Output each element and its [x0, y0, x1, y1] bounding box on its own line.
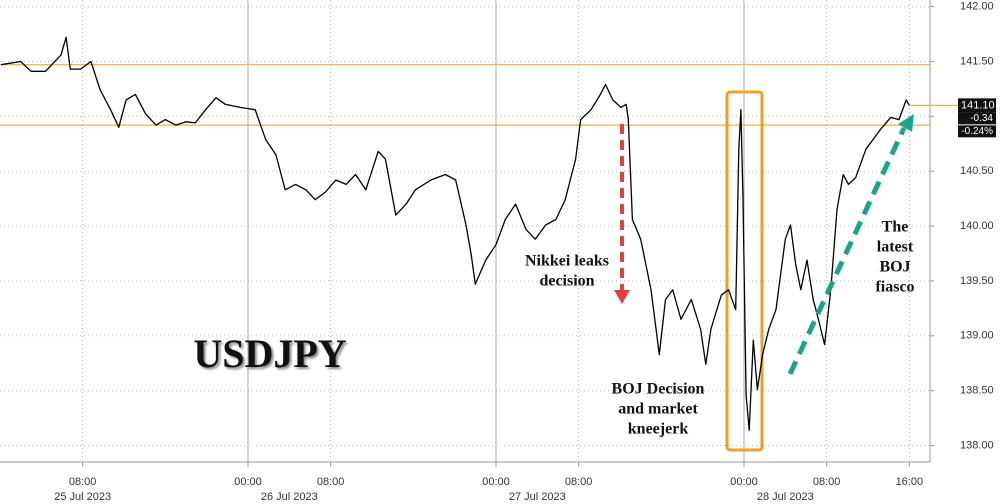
- y-tick-label: 138.50: [960, 385, 994, 397]
- annotation: latest: [877, 239, 914, 256]
- y-tick-label: 141.50: [960, 55, 994, 67]
- red-arrow-head: [614, 290, 630, 304]
- annotation: decision: [539, 273, 594, 290]
- x-tick-label: 16:00: [896, 476, 924, 488]
- x-tick-label: 08:00: [69, 476, 97, 488]
- y-tick-label: 138.00: [960, 439, 994, 451]
- x-tick-label: 08:00: [317, 476, 345, 488]
- annotation: BOJ Decision: [612, 381, 705, 398]
- y-tick-label: 139.00: [960, 330, 994, 342]
- price-line: [0, 36, 910, 431]
- y-tick-label: 142.00: [960, 0, 994, 12]
- annotation: kneejerk: [628, 421, 689, 438]
- annotation: BOJ: [879, 259, 910, 276]
- highlight-box: [725, 90, 764, 452]
- change-box: [958, 125, 996, 138]
- chart-title: USDJPY: [193, 331, 346, 376]
- change-box: [958, 112, 996, 125]
- date-label: 28 Jul 2023: [757, 491, 814, 503]
- x-tick-label: 00:00: [234, 476, 262, 488]
- y-tick-label: 140.50: [960, 165, 994, 177]
- change-label: -0.24%: [961, 126, 993, 137]
- annotation: fiasco: [875, 279, 914, 296]
- date-label: 27 Jul 2023: [509, 491, 566, 503]
- x-tick-label: 00:00: [730, 476, 758, 488]
- green-arrow-head: [898, 114, 914, 132]
- green-arrow: [787, 126, 907, 376]
- date-label: 26 Jul 2023: [261, 491, 318, 503]
- annotation: Nikkei leaks: [525, 253, 609, 270]
- x-tick-label: 08:00: [813, 476, 841, 488]
- y-tick-label: 139.50: [960, 275, 994, 287]
- x-tick-label: 08:00: [565, 476, 593, 488]
- annotation: and market: [618, 401, 698, 418]
- x-tick-label: 00:00: [482, 476, 510, 488]
- plot: 141.10 -0.34 -0.24%: [0, 36, 996, 431]
- annotation: The: [882, 219, 909, 236]
- last-price-label: 141.10: [961, 99, 995, 111]
- date-label: 25 Jul 2023: [54, 491, 111, 503]
- last-price-box: [958, 98, 996, 113]
- y-tick-label: 140.00: [960, 220, 994, 232]
- change-label: -0.34: [970, 113, 993, 124]
